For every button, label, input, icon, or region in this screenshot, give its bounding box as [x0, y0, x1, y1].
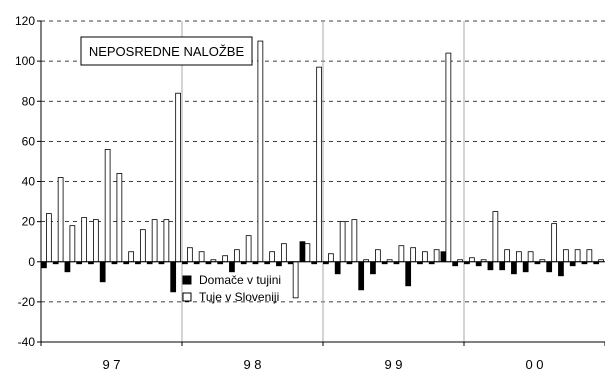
bar-tuje: [104, 148, 111, 263]
bar-domace: [487, 261, 494, 271]
bar-domace: [452, 261, 459, 267]
bar-domace: [558, 261, 564, 277]
bar-domace: [99, 261, 106, 283]
bar-tuje: [574, 249, 581, 263]
bar-tuje: [281, 243, 287, 263]
bar-tuje: [551, 223, 557, 263]
y-tick-label: 120: [15, 14, 35, 28]
bar-tuje: [257, 40, 264, 263]
bar-domace: [569, 261, 576, 267]
bar-tuje: [410, 247, 416, 263]
bar-domace: [41, 261, 47, 269]
bar-tuje: [445, 52, 452, 263]
bar-tuje: [586, 249, 593, 263]
bar-tuje: [57, 177, 64, 263]
bar-domace: [546, 261, 553, 273]
bar-tuje: [175, 92, 181, 263]
bar-tuje: [563, 249, 569, 263]
axes: [37, 20, 605, 346]
bar-tuje: [351, 219, 358, 263]
bar-tuje: [93, 219, 99, 263]
bar-tuje: [69, 225, 76, 263]
bar-tuje: [492, 211, 499, 263]
bar-tuje: [316, 66, 322, 263]
bar-domace: [499, 261, 506, 271]
y-tick-label: -40: [18, 335, 36, 349]
y-tick-label: 20: [22, 215, 36, 229]
bar-domace: [405, 261, 412, 287]
y-tick-label: 0: [28, 255, 35, 269]
period-label: 9 7: [102, 357, 120, 372]
bar-tuje: [339, 221, 346, 263]
bar-tuje: [398, 245, 405, 263]
period-label: 9 8: [243, 357, 261, 372]
legend-swatch-domace: [182, 275, 192, 285]
bar-domace: [475, 261, 482, 267]
y-tick-label: -20: [18, 295, 36, 309]
y-tick-label: 80: [22, 94, 36, 108]
legend-label-tuje: Tuje v Sloveniji: [199, 290, 279, 304]
y-tick-label: 40: [22, 175, 36, 189]
legend-label-domace: Domače v tujini: [199, 273, 281, 287]
bar-tuje: [422, 251, 428, 263]
period-dividers: [181, 21, 465, 342]
bar-domace: [370, 261, 376, 275]
bar-domace: [511, 261, 517, 275]
bar-domace: [299, 241, 306, 263]
bars: [41, 40, 604, 299]
legend-swatch-tuje: [182, 292, 192, 302]
bar-domace: [334, 261, 341, 275]
bar-tuje: [304, 243, 311, 263]
bar-tuje: [328, 253, 334, 263]
bar-tuje: [151, 219, 158, 263]
bar-domace: [358, 261, 365, 291]
bar-tuje: [433, 249, 440, 263]
bar-tuje: [504, 249, 510, 263]
y-tick-label: 60: [22, 134, 36, 148]
bar-tuje: [516, 251, 522, 263]
bar-tuje: [245, 235, 252, 263]
bar-tuje: [269, 251, 275, 263]
bar-tuje: [527, 251, 534, 263]
bar-domace: [440, 251, 447, 263]
bar-tuje: [469, 257, 475, 263]
bar-tuje: [222, 255, 228, 263]
bar-domace: [229, 261, 235, 273]
period-labels: 9 7 9 8 9 9 0 0: [102, 357, 543, 372]
period-label: 0 0: [525, 357, 543, 372]
bar-tuje: [234, 249, 240, 263]
bar-tuje: [128, 251, 134, 263]
bar-tuje: [116, 173, 123, 263]
bar-domace: [64, 261, 71, 273]
bar-tuje: [292, 261, 299, 299]
bar-tuje: [81, 217, 87, 263]
legend: Domače v tujini Tuje v Sloveniji: [182, 273, 281, 304]
bar-tuje: [187, 247, 193, 263]
bar-tuje: [140, 229, 146, 263]
bar-domace: [522, 261, 529, 273]
y-tick-label: 100: [15, 54, 35, 68]
bar-tuje: [46, 213, 52, 263]
bar-tuje: [163, 219, 170, 263]
bar-tuje: [375, 249, 381, 263]
period-label: 9 9: [384, 357, 402, 372]
bar-domace: [276, 261, 282, 267]
chart-title: NEPOSREDNE NALOŽBE: [89, 44, 245, 59]
bar-tuje: [198, 251, 205, 263]
y-tick-labels: -40 -20 0 20 40 60 80 100 120: [15, 14, 35, 349]
bar-domace: [170, 261, 177, 293]
title-box: NEPOSREDNE NALOŽBE: [80, 36, 253, 66]
